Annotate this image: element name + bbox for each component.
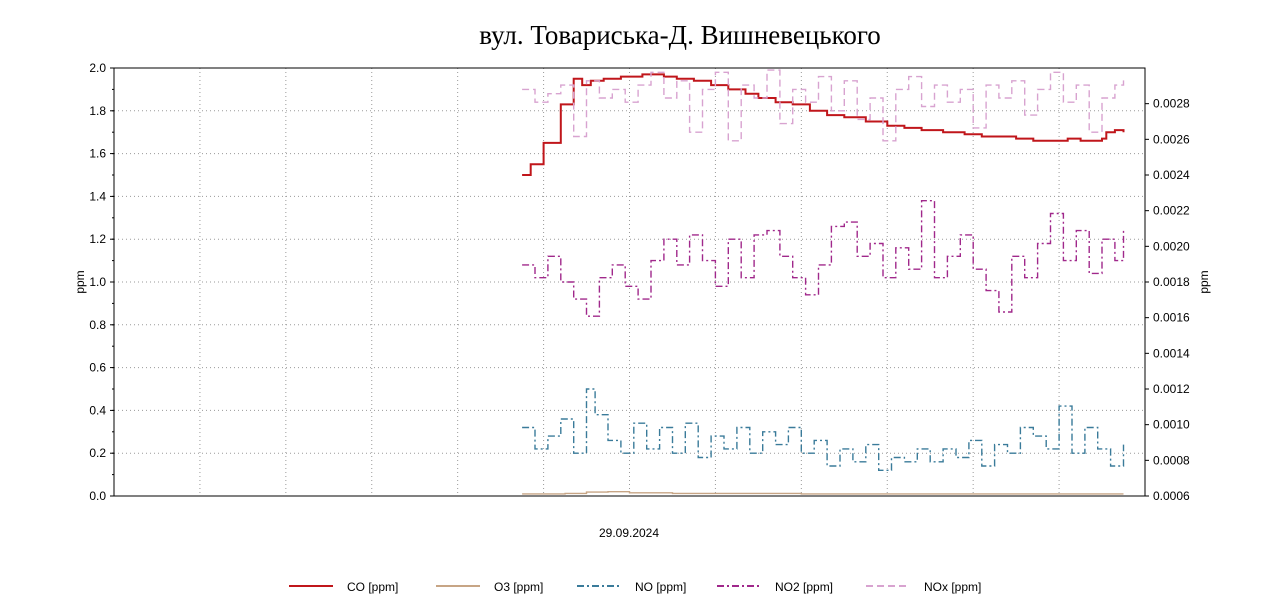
legend-label: NO2 [ppm] [775,580,833,594]
right-tick-label: 0.0024 [1153,168,1190,182]
left-tick-label: 0.8 [89,318,106,332]
left-tick-label: 1.8 [89,104,106,118]
left-tick-label: 0.2 [89,446,106,460]
right-tick-label: 0.0016 [1153,311,1190,325]
left-axis-label: ppm [73,270,87,293]
left-tick-label: 1.0 [89,275,106,289]
legend-label: O3 [ppm] [494,580,543,594]
series-line-no2 [522,200,1125,317]
legend-label: CO [ppm] [347,580,398,594]
grid [113,67,1146,497]
left-tick-label: 1.2 [89,232,106,246]
legend-label: NOx [ppm] [924,580,981,594]
series-layer [522,69,1125,495]
left-tick-label: 0.4 [89,403,106,417]
right-tick-label: 0.0010 [1153,418,1190,432]
right-tick-label: 0.0006 [1153,489,1190,503]
right-tick-label: 0.0008 [1153,453,1190,467]
chart-title: вул. Товариська-Д. Вишневецького [479,20,880,50]
legend-label: NO [ppm] [635,580,686,594]
left-axis-ticks: 0.0 0.2 0.4 0.6 0.8 1.0 1.2 1.4 1.6 1.8 2.0 [89,61,114,503]
left-tick-label: 1.6 [89,147,106,161]
right-tick-label: 0.0018 [1153,275,1190,289]
right-axis-ticks: 0.0006 0.0008 0.0010 0.0012 0.0014 0.0016 0.00… [1145,97,1190,503]
right-axis-label: ppm [1197,270,1211,293]
right-tick-label: 0.0022 [1153,204,1190,218]
right-tick-label: 0.0012 [1153,382,1190,396]
series-line-no [522,388,1125,471]
series-line-nox [522,69,1125,142]
left-tick-label: 0.6 [89,361,106,375]
right-tick-label: 0.0028 [1153,97,1190,111]
left-tick-label: 2.0 [89,61,106,75]
right-tick-label: 0.0026 [1153,132,1190,146]
right-tick-label: 0.0014 [1153,346,1190,360]
series-line-o3 [522,491,1124,495]
left-tick-label: 0.0 [89,489,106,503]
right-tick-label: 0.0020 [1153,239,1190,253]
left-tick-label: 1.4 [89,189,106,203]
legend: CO [ppm] O3 [ppm] NO [ppm] NO2 [ppm] NOx [pp… [289,580,981,594]
x-axis-label: 29.09.2024 [599,526,659,540]
